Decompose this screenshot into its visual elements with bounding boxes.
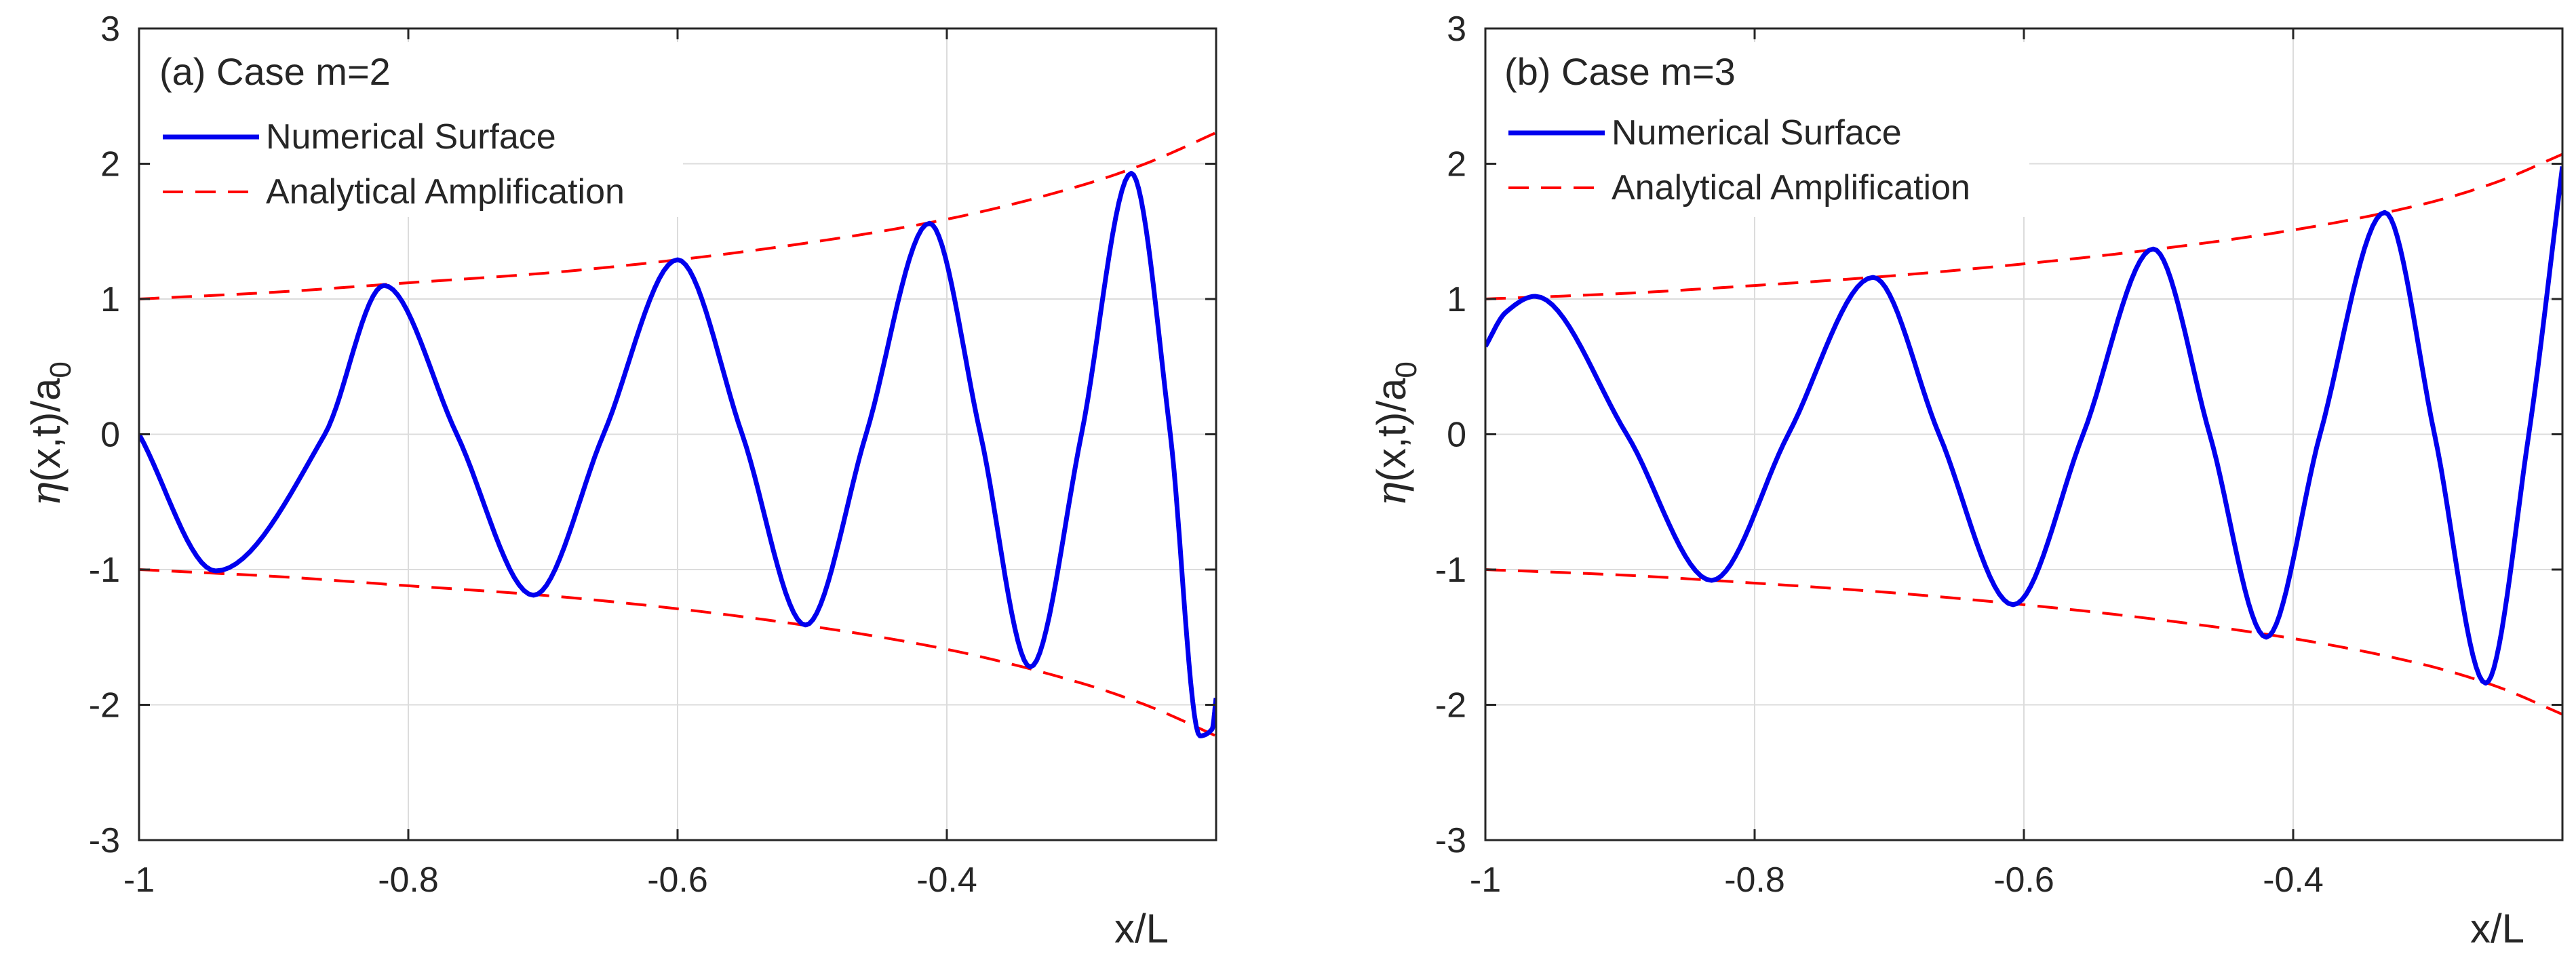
a-series-analytical-upper [139, 131, 1216, 300]
panel-b-curves [1485, 153, 2562, 716]
panel-a-legend-box [151, 42, 683, 217]
panel-b-xlabel: x/L [2470, 906, 2524, 951]
a-ytick-label-4: 1 [100, 280, 120, 319]
b-xtick-label-0: -1 [1470, 860, 1501, 900]
b-ytick-label-6: 3 [1447, 9, 1466, 49]
panel-a-title: (a) Case m=2 [159, 50, 391, 93]
panel-b: -1 -0.8 -0.6 -0.4 -3 -2 -1 0 1 2 3 (b) Case m=3 Nu… [1368, 9, 2564, 951]
b-series-analytical-upper [1485, 153, 2562, 300]
panel-b-legend-analytical-label: Analytical Amplification [1612, 168, 1970, 207]
b-ytick-label-1: -2 [1435, 686, 1466, 726]
a-ytick-label-2: -1 [89, 551, 120, 590]
panel-a-curves [139, 131, 1216, 738]
a-ytick-label-6: 3 [100, 9, 120, 49]
b-xtick-label-1: -0.8 [1724, 860, 1785, 900]
panel-a-legend: (a) Case m=2 Numerical Surface Analytica… [151, 42, 683, 217]
a-xtick-label-3: -0.4 [916, 860, 977, 900]
b-series-numerical [1485, 166, 2562, 686]
panel-a-ylabel: η(x,t)/a0 [22, 361, 77, 506]
a-xtick-label-1: -0.8 [378, 860, 439, 900]
b-ytick-label-5: 2 [1447, 145, 1466, 184]
panel-b-legend-numerical-label: Numerical Surface [1612, 113, 1902, 153]
panel-a: -1 -0.8 -0.6 -0.4 -3 -2 -1 0 1 2 3 (a) Case m=2 Nu… [22, 9, 1217, 951]
panel-a-legend-numerical-label: Numerical Surface [266, 117, 556, 157]
panel-a-legend-analytical-label: Analytical Amplification [266, 172, 625, 212]
panel-b-ylabel: η(x,t)/a0 [1368, 361, 1423, 506]
a-series-analytical-lower [139, 568, 1216, 738]
a-ytick-label-3: 0 [100, 416, 120, 455]
panel-a-ticks: -1 -0.8 -0.6 -0.4 -3 -2 -1 0 1 2 3 [89, 9, 1216, 900]
a-xtick-label-2: -0.6 [647, 860, 708, 900]
panel-b-legend: (b) Case m=3 Numerical Surface Analytica… [1497, 42, 2029, 217]
b-ytick-label-2: -1 [1435, 551, 1466, 590]
b-ytick-label-3: 0 [1447, 416, 1466, 455]
a-series-numerical [139, 171, 1216, 738]
panel-b-ticks: -1 -0.8 -0.6 -0.4 -3 -2 -1 0 1 2 3 [1435, 9, 2562, 900]
b-ytick-label-4: 1 [1447, 280, 1466, 319]
panel-a-xlabel: x/L [1114, 906, 1169, 951]
a-xtick-label-0: -1 [123, 860, 155, 900]
b-xtick-label-2: -0.6 [1993, 860, 2054, 900]
panel-b-title: (b) Case m=3 [1504, 50, 1736, 93]
a-ytick-label-0: -3 [89, 821, 120, 860]
b-series-analytical-lower [1485, 568, 2562, 716]
b-ytick-label-0: -3 [1435, 821, 1466, 860]
a-ytick-label-5: 2 [100, 145, 120, 184]
b-xtick-label-3: -0.4 [2263, 860, 2324, 900]
a-ytick-label-1: -2 [89, 686, 120, 726]
